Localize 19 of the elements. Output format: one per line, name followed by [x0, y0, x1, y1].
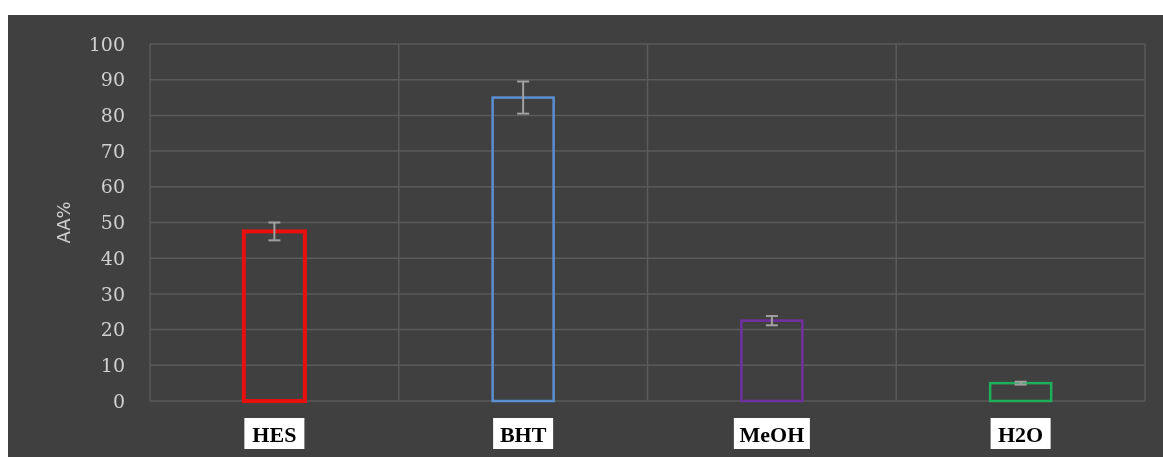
y-tick-label: 20 — [100, 318, 125, 341]
x-tick-label: MeOH — [739, 422, 805, 447]
bar — [740, 319, 804, 403]
y-tick-label: 100 — [88, 32, 125, 55]
x-tick-label: BHT — [499, 422, 547, 447]
y-tick-label: 0 — [112, 389, 125, 412]
y-tick-label: 30 — [100, 282, 125, 305]
y-tick-label: 70 — [100, 139, 125, 162]
bar — [988, 381, 1053, 403]
y-tick-label: 60 — [100, 175, 125, 198]
y-tick-label: 10 — [100, 353, 125, 376]
y-tick-label: 50 — [100, 211, 125, 234]
y-axis-title: AA% — [53, 201, 74, 244]
y-tick-label: 90 — [100, 68, 125, 91]
x-tick-label: HES — [252, 422, 297, 447]
x-tick-label: H2O — [998, 422, 1044, 447]
bar — [491, 96, 555, 403]
y-tick-label: 40 — [100, 246, 125, 269]
y-tick-label: 80 — [100, 104, 125, 127]
